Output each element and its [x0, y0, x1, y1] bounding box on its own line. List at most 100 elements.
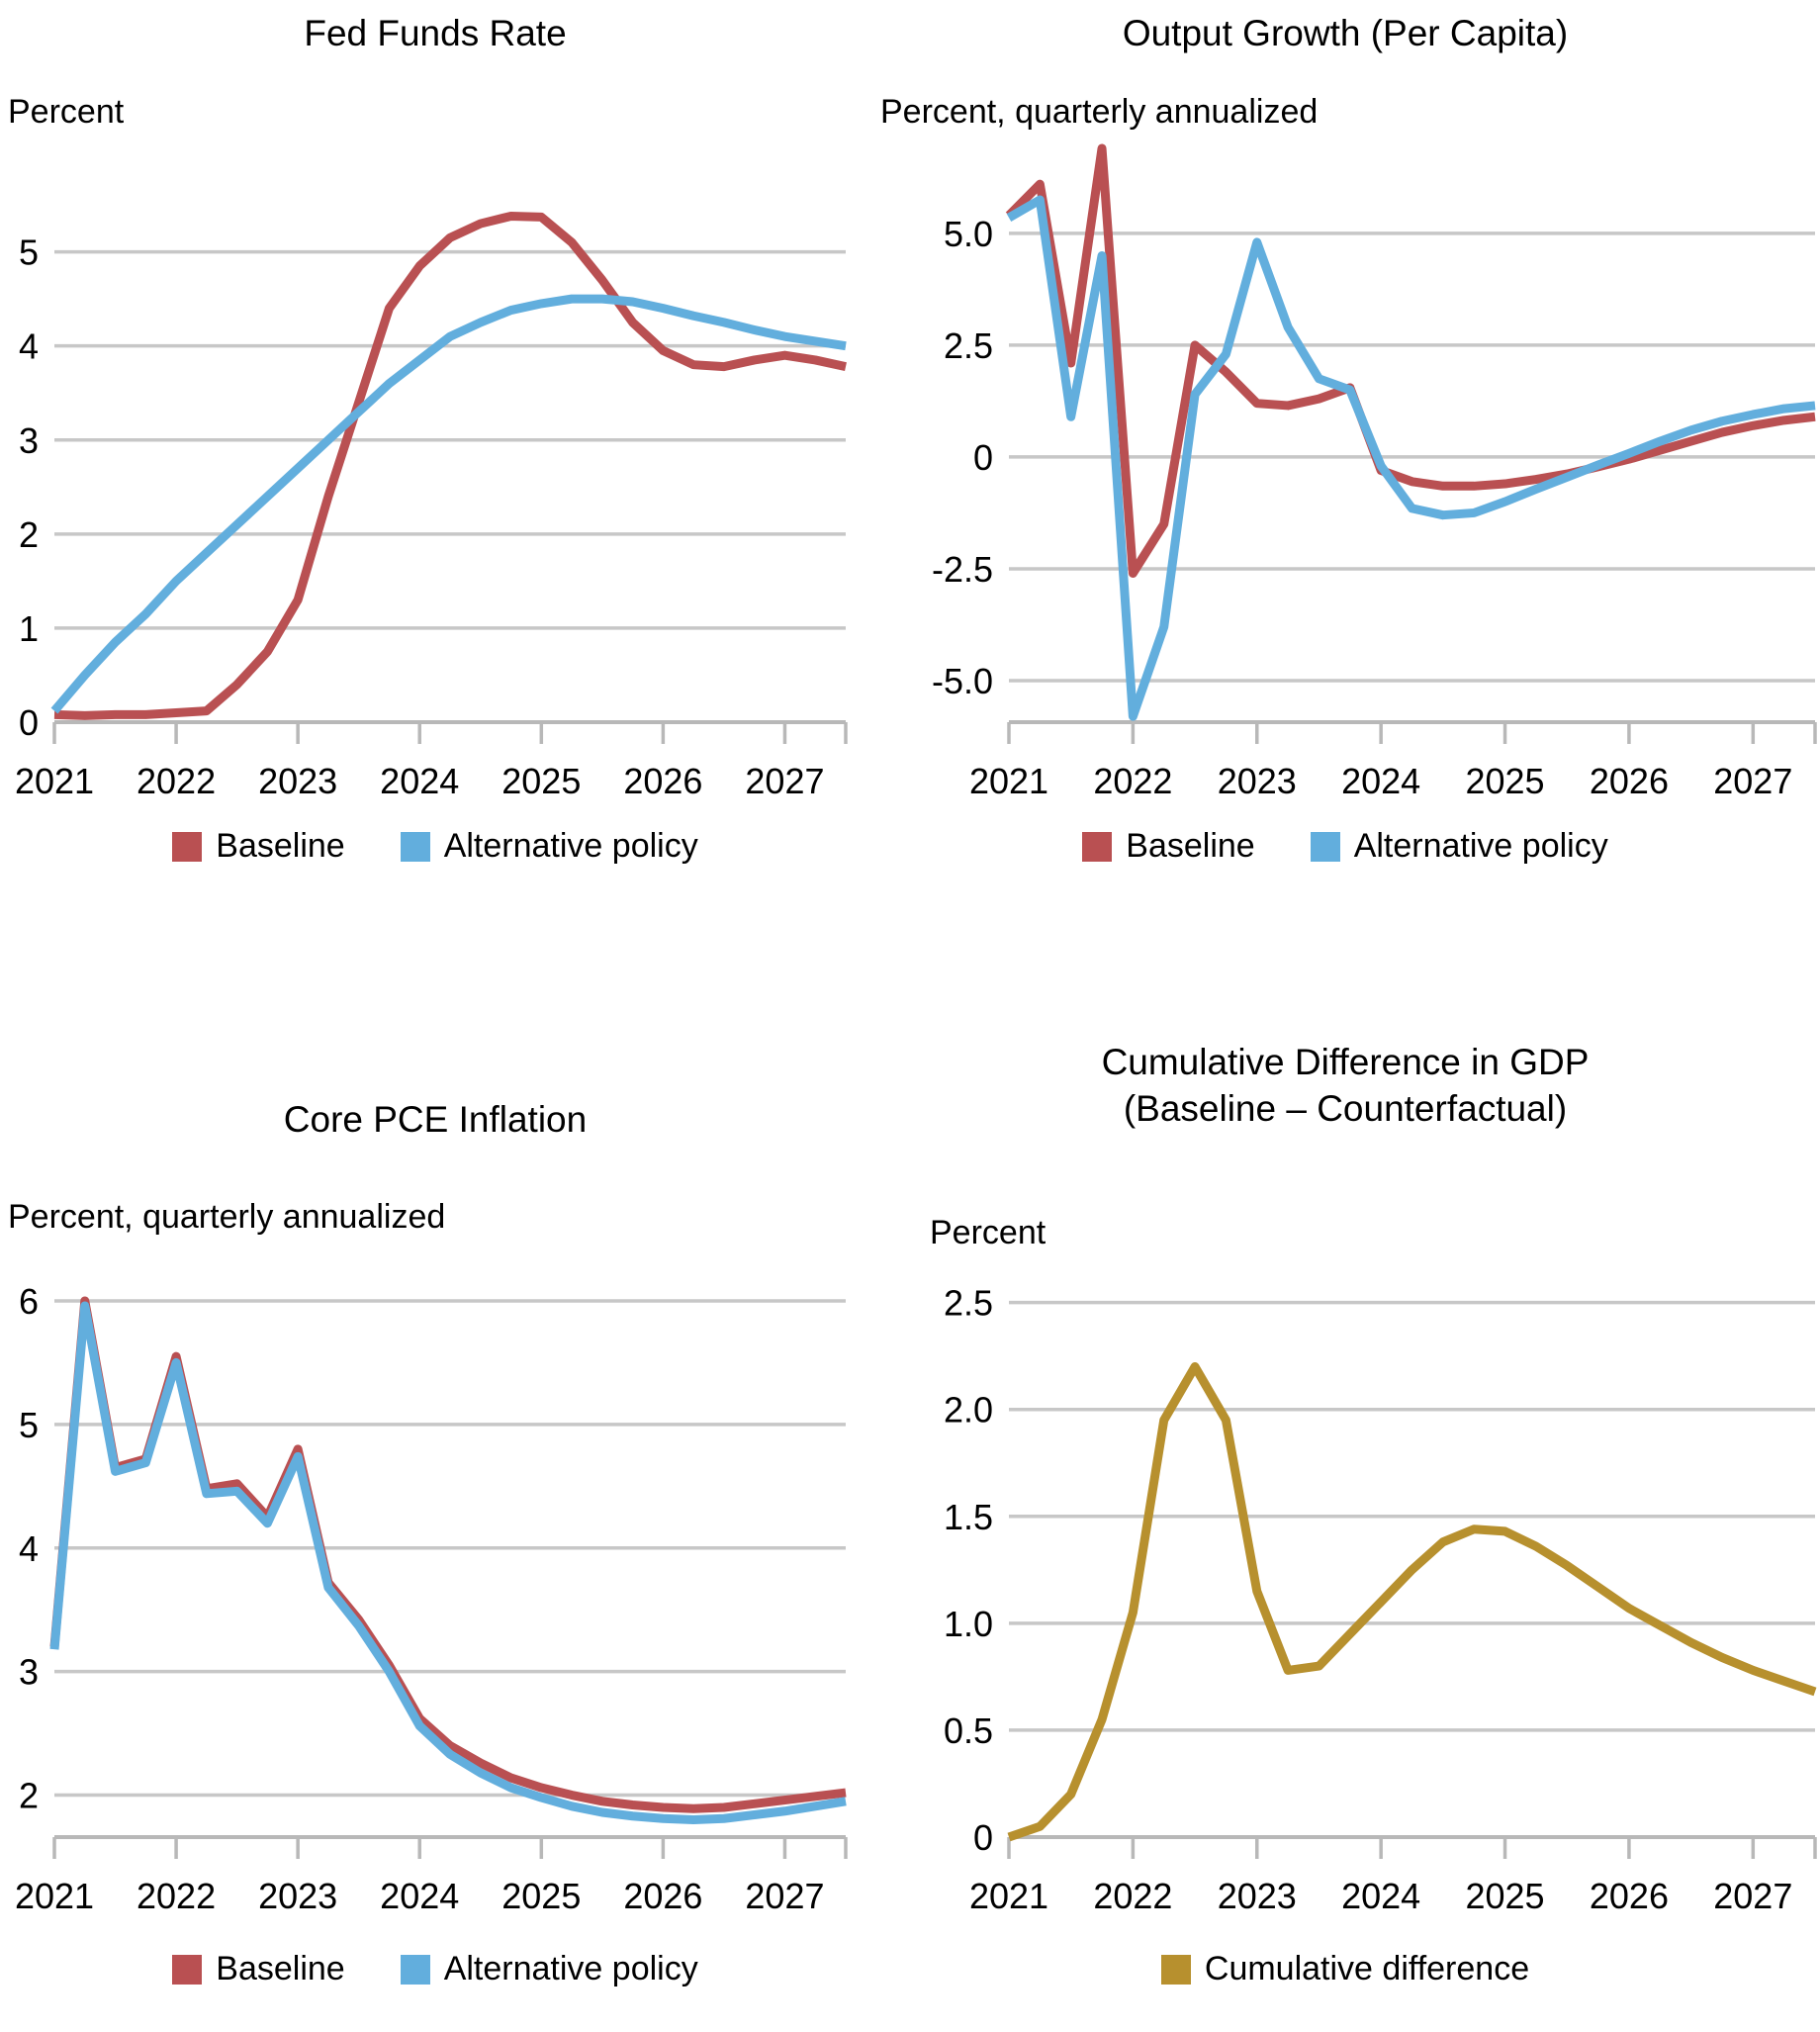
- output-growth-plot-area: 5.0 2.5 0 -2.5 -5.0 2021 2022 2023 2024 2025 2026 2…: [932, 143, 1817, 801]
- series-line-cumulative-difference: [1007, 1361, 1817, 1842]
- series-line-alternative-policy: [1006, 195, 1816, 721]
- legend-swatch: [1310, 831, 1340, 862]
- x-tick-label: 2027: [1713, 761, 1792, 801]
- legend-swatch: [1160, 1954, 1191, 1985]
- core-pce-plot-area: 6 5 4 3 2 2021 2022 2023 2024 2025 2026 2027: [15, 1281, 848, 1916]
- y-tick-label: 2.5: [944, 1283, 993, 1324]
- x-tick-label: 2025: [1465, 761, 1544, 801]
- x-tick-label: 2026: [623, 761, 702, 801]
- y-axis-unit-label: Percent: [8, 93, 125, 131]
- x-tick-label: 2026: [1590, 1876, 1669, 1916]
- x-tick-label: 2026: [1590, 761, 1669, 801]
- x-axis: [1007, 1835, 1817, 1859]
- gridlines: [54, 1299, 846, 1798]
- x-tick-label: 2023: [258, 761, 337, 801]
- chart-title: Core PCE Inflation: [283, 1099, 588, 1140]
- x-tick-label: 2027: [1713, 1876, 1792, 1916]
- x-tick-label: 2022: [136, 761, 216, 801]
- y-tick-label: 2: [19, 514, 39, 555]
- legend-label: Alternative policy: [1353, 827, 1608, 865]
- chart-fed-funds-rate: Fed Funds Rate Percent 5 4 3 2 1 0 2021 2022 202…: [0, 0, 870, 895]
- legend-item-alternative-policy: Alternative policy: [1310, 827, 1608, 866]
- legend-label: Baseline: [216, 827, 345, 865]
- series-line-alternative-policy: [49, 1301, 847, 1825]
- x-tick-label: 2024: [380, 761, 459, 801]
- gridlines: [1009, 231, 1815, 683]
- chart-cumulative-gdp-difference: Cumulative Difference in GDP (Baseline –…: [870, 895, 1820, 2032]
- x-tick-label: 2025: [501, 1876, 581, 1916]
- legend-label: Alternative policy: [443, 1950, 698, 1987]
- y-axis-unit-label: Percent, quarterly annualized: [880, 93, 1319, 131]
- y-tick-label: 0: [973, 1817, 993, 1858]
- x-tick-label: 2027: [745, 1876, 824, 1916]
- legend-swatch: [400, 831, 430, 862]
- x-tick-label: 2023: [1218, 761, 1297, 801]
- legend-label: Baseline: [1126, 827, 1255, 865]
- chart-title: Fed Funds Rate: [304, 13, 567, 53]
- y-tick-label: 0: [973, 437, 993, 478]
- x-tick-label: 2022: [136, 1876, 216, 1916]
- x-tick-label: 2022: [1093, 761, 1172, 801]
- chart-legend: Baseline Alternative policy: [0, 1950, 870, 1988]
- series-line-alternative-policy: [50, 294, 847, 714]
- x-tick-label: 2027: [745, 761, 824, 801]
- y-tick-label: 2.0: [944, 1390, 993, 1431]
- y-tick-label: 1: [19, 608, 39, 649]
- legend-label: Baseline: [216, 1950, 345, 1987]
- x-tick-label: 2024: [1341, 1876, 1420, 1916]
- y-axis-unit-label: Percent: [930, 1214, 1046, 1251]
- chart-legend: Cumulative difference: [870, 1950, 1820, 1988]
- x-tick-label: 2023: [258, 1876, 337, 1916]
- legend-label: Cumulative difference: [1204, 1950, 1530, 1987]
- fed-funds-plot-area: 5 4 3 2 1 0 2021 2022 2023 2024 2025 2026 2027: [15, 211, 848, 801]
- gdp-difference-plot-area: 2.5 2.0 1.5 1.0 0.5 0 2021 2022 2023 2024 2025 2026…: [944, 1283, 1817, 1916]
- legend-label: Alternative policy: [443, 827, 698, 865]
- y-tick-label: 0.5: [944, 1710, 993, 1751]
- axis-tick-labels: 2.5 2.0 1.5 1.0 0.5 0 2021 2022 2023 2024 2025 2026…: [944, 1283, 1792, 1916]
- chart-legend: Baseline Alternative policy: [870, 827, 1820, 866]
- x-tick-label: 2023: [1218, 1876, 1297, 1916]
- x-tick-label: 2021: [969, 761, 1048, 801]
- x-tick-label: 2024: [1341, 761, 1420, 801]
- y-tick-label: 6: [19, 1281, 39, 1322]
- y-tick-label: 4: [19, 326, 39, 367]
- legend-swatch: [172, 831, 203, 862]
- x-tick-label: 2021: [15, 761, 94, 801]
- y-tick-label: 4: [19, 1528, 39, 1569]
- x-tick-label: 2026: [623, 1876, 702, 1916]
- legend-item-baseline: Baseline: [172, 1950, 345, 1988]
- legend-swatch: [400, 1954, 430, 1985]
- axis-tick-labels: 5.0 2.5 0 -2.5 -5.0 2021 2022 2023 2024 2025 2026 2…: [932, 214, 1792, 801]
- x-tick-label: 2025: [1465, 1876, 1544, 1916]
- chart-legend: Baseline Alternative policy: [0, 827, 870, 866]
- x-axis: [52, 1835, 848, 1859]
- gridlines: [1009, 1300, 1815, 1732]
- legend-swatch: [1082, 831, 1113, 862]
- y-axis-unit-label: Percent, quarterly annualized: [8, 1198, 446, 1236]
- y-tick-label: 5: [19, 1405, 39, 1445]
- legend-item-cumulative-difference: Cumulative difference: [1160, 1950, 1530, 1988]
- y-tick-label: 2.5: [944, 325, 993, 366]
- legend-swatch: [172, 1954, 203, 1985]
- legend-item-baseline: Baseline: [1082, 827, 1255, 866]
- y-tick-label: 1.0: [944, 1604, 993, 1644]
- x-tick-label: 2022: [1093, 1876, 1172, 1916]
- axis-tick-labels: 6 5 4 3 2 2021 2022 2023 2024 2025 2026 2027: [15, 1281, 825, 1916]
- y-tick-label: 3: [19, 1652, 39, 1693]
- legend-item-alternative-policy: Alternative policy: [400, 827, 698, 866]
- axis-tick-labels: 5 4 3 2 1 0 2021 2022 2023 2024 2025 2026 2027: [15, 232, 825, 801]
- y-tick-label: 1.5: [944, 1497, 993, 1537]
- y-tick-label: 0: [19, 702, 39, 743]
- chart-output-growth: Output Growth (Per Capita) Percent, quar…: [870, 0, 1820, 895]
- y-tick-label: -5.0: [932, 661, 993, 701]
- chart-core-pce-inflation: Core PCE Inflation Percent, quarterly an…: [0, 895, 870, 2032]
- x-tick-label: 2021: [969, 1876, 1048, 1916]
- x-axis: [1007, 720, 1817, 744]
- series-line-baseline: [1005, 143, 1816, 578]
- gridlines: [54, 249, 846, 630]
- legend-item-alternative-policy: Alternative policy: [400, 1950, 698, 1988]
- chart-title: Output Growth (Per Capita): [1122, 13, 1569, 53]
- y-tick-label: 3: [19, 420, 39, 461]
- y-tick-label: -2.5: [932, 549, 993, 590]
